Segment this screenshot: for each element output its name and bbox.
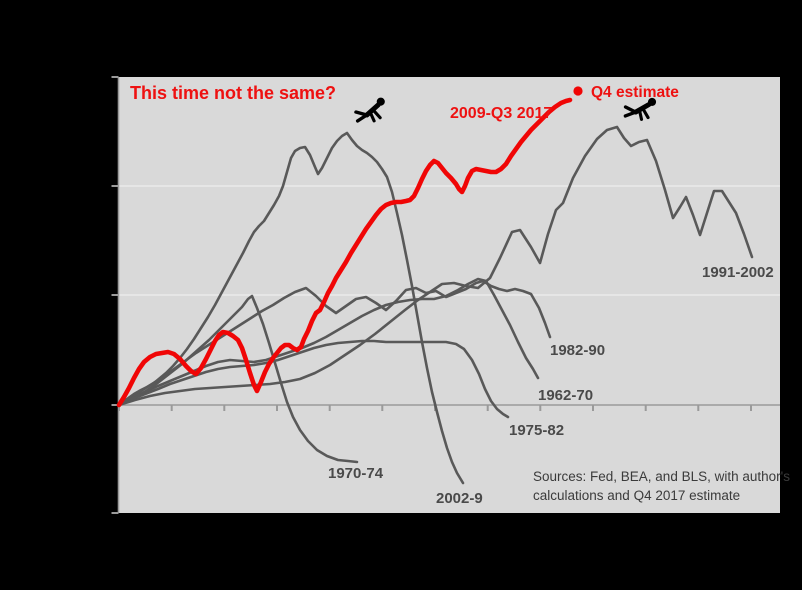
label-2009-q3-2017: 2009-Q3 2017: [450, 105, 552, 122]
q4-estimate-marker: [573, 86, 583, 96]
source-note-2: calculations and Q4 2017 estimate: [533, 488, 740, 503]
label-1982-90: 1982-90: [550, 342, 605, 359]
q4-estimate-point: [573, 86, 583, 96]
source-note-1: Sources: Fed, BEA, and BLS, with author'…: [533, 469, 790, 484]
label-2002-9: 2002-9: [436, 490, 483, 507]
label-1962-70: 1962-70: [538, 387, 593, 404]
series-line-1982-90: [117, 279, 552, 407]
chart-title: This time not the same?: [130, 83, 336, 103]
chart-annotations: This time not the same? 2009-Q3 2017 Q4 es…: [130, 83, 790, 507]
label-q4-estimate: Q4 estimate: [591, 84, 679, 101]
series-line-2009-Q3 2017: [116, 97, 573, 408]
label-1991-2002: 1991-2002: [702, 264, 774, 281]
label-1970-74: 1970-74: [328, 465, 384, 482]
series-line-2002-9: [117, 131, 465, 485]
series-line-1975-82: [117, 339, 510, 419]
series-line-1970-74: [117, 294, 359, 464]
label-1975-82: 1975-82: [509, 422, 564, 439]
series-line-1991-2002: [117, 125, 754, 407]
series-lines: [116, 97, 754, 485]
